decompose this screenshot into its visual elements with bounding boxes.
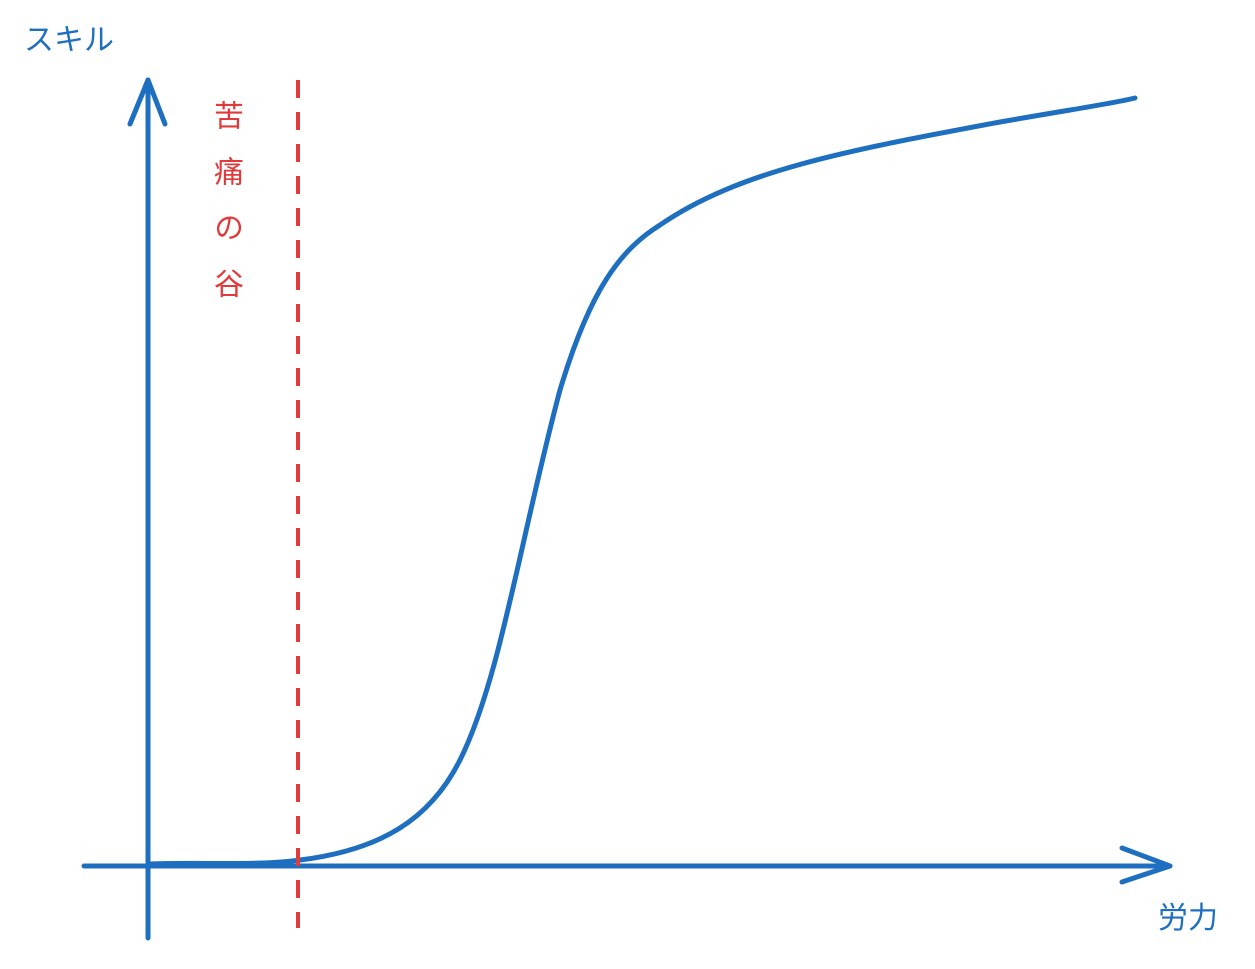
y-axis-arrowhead	[127, 77, 168, 127]
y-axis-label: スキル	[24, 23, 114, 58]
valley-label: 苦痛の谷	[208, 100, 243, 324]
x-axis-label: 労力	[1158, 901, 1218, 936]
x-axis-arrowhead	[1119, 845, 1173, 885]
learning-curve	[147, 95, 1138, 867]
